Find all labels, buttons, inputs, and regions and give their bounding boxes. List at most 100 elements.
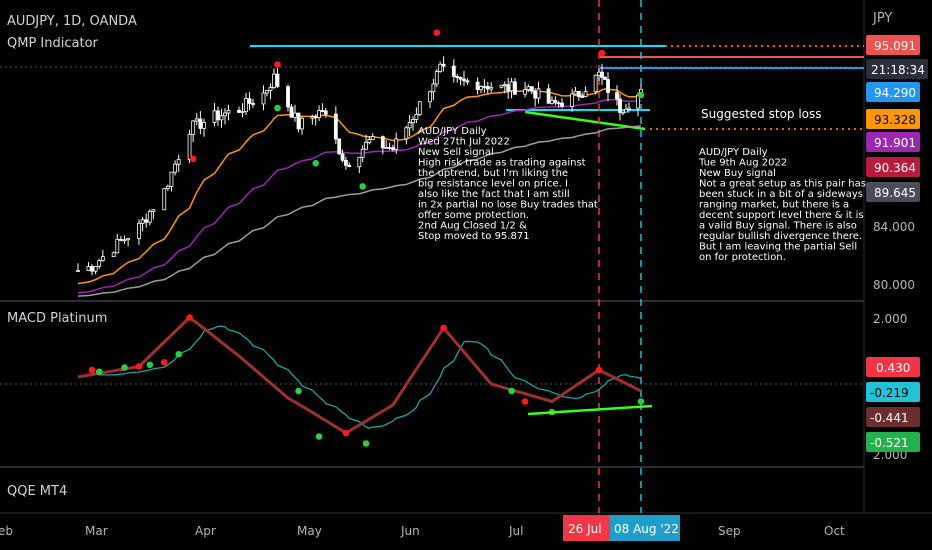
macd-sell-dot[interactable]: [135, 363, 143, 370]
candle-body: [310, 116, 315, 119]
candle-body: [357, 156, 362, 168]
note-line: High risk trade as trading against: [418, 158, 586, 169]
candle-body: [122, 239, 127, 242]
price-divergence-trendline[interactable]: [524, 110, 646, 131]
macd-buy-dot[interactable]: [146, 361, 154, 369]
ma-slow-line[interactable]: [77, 124, 642, 297]
price-tag: [866, 35, 920, 55]
candle-body: [333, 113, 338, 140]
candle-body: [458, 77, 463, 80]
candle-body: [97, 260, 102, 267]
macd-tag: [866, 357, 920, 377]
candle-body: [431, 83, 436, 93]
macd-sell-dot[interactable]: [440, 324, 447, 332]
price-tag: [866, 109, 920, 129]
candle-body: [414, 114, 419, 120]
candle-body: [570, 93, 575, 107]
buy-signal-dot[interactable]: [637, 91, 645, 99]
price-tag-text: 89.645: [874, 186, 916, 200]
symbol-title[interactable]: AUDJPY, 1D, OANDA: [7, 14, 137, 29]
candle-body: [428, 91, 432, 103]
candle-body: [202, 122, 206, 129]
macd-sell-dot[interactable]: [342, 429, 350, 437]
macd-divergence-trendline[interactable]: [527, 404, 653, 416]
macd-sell-dot[interactable]: [521, 398, 529, 405]
time-tag-text: 08 Aug '22: [614, 522, 679, 536]
candle-body: [465, 80, 470, 83]
buy-signal-dot[interactable]: [312, 159, 320, 167]
macd-sell-dot[interactable]: [88, 366, 96, 374]
sell-signal-dot[interactable]: [189, 155, 197, 163]
candle-body: [624, 109, 628, 113]
sell-signal-dot[interactable]: [433, 29, 441, 36]
candle-body: [115, 239, 120, 254]
ma-mid-line[interactable]: [77, 99, 642, 294]
macd-buy-dot[interactable]: [362, 440, 370, 447]
macd-buy-dot[interactable]: [508, 387, 515, 395]
candle-body: [126, 238, 131, 241]
note-line: AUD/JPY Daily: [699, 147, 768, 158]
candle-body: [173, 163, 177, 173]
candle-body: [261, 92, 266, 105]
macd-axis-label: 2.000: [873, 312, 907, 326]
sell-trade-note: AUD/JPY Daily Wed 27th Jul 2022 New Sell s…: [418, 126, 598, 242]
qqe-title[interactable]: QQE MT4: [7, 484, 67, 499]
time-tag: [563, 515, 610, 541]
candle-body: [621, 111, 625, 114]
price-tag: [866, 132, 920, 152]
candle-body: [360, 148, 365, 158]
candle-body: [286, 86, 290, 108]
candle-body: [370, 136, 375, 140]
time-tag: [610, 515, 680, 541]
sell-signal-dot[interactable]: [598, 49, 606, 57]
candle-body: [606, 79, 610, 93]
candle-body: [265, 90, 269, 94]
candle-body: [140, 219, 145, 224]
note-line: New Sell signal: [418, 147, 494, 158]
candle-body: [580, 96, 585, 98]
macd-line[interactable]: [77, 315, 642, 435]
note-line: decent support level there & it is: [699, 210, 864, 221]
macd-buy-dot[interactable]: [175, 350, 183, 358]
macd-buy-dot[interactable]: [315, 433, 323, 440]
stop-loss-note: Suggested stop loss: [701, 107, 822, 121]
candle-body: [76, 270, 80, 273]
candle-body: [407, 122, 412, 129]
macd-buy-dot[interactable]: [95, 368, 103, 376]
candle-body: [247, 98, 252, 104]
indicator-title[interactable]: QMP Indicator: [7, 36, 99, 51]
time-tag-text: 26 Jul: [568, 522, 602, 536]
macd-tags: 0.430 -0.219 -0.441 -0.521: [866, 357, 920, 452]
time-axis-label: Sep: [718, 524, 741, 538]
macd-buy-dot[interactable]: [637, 398, 645, 405]
candle-body: [240, 111, 245, 113]
macd-title[interactable]: MACD Platinum: [7, 311, 107, 326]
macd-sell-dot[interactable]: [186, 314, 193, 321]
price-tag-text: 95.091: [874, 39, 916, 53]
candle-body: [226, 110, 231, 114]
buy-signal-dot[interactable]: [274, 104, 281, 112]
macd-sell-dot[interactable]: [595, 366, 603, 374]
price-axis-label: 80.000: [873, 278, 915, 292]
sell-signal-dot[interactable]: [274, 61, 281, 68]
candle-body: [198, 118, 203, 129]
buy-signal-dot[interactable]: [359, 183, 366, 190]
macd-buy-dot[interactable]: [295, 387, 302, 395]
candle-body: [380, 136, 385, 149]
candle-body: [499, 84, 504, 88]
price-tag: [866, 157, 920, 177]
macd-buy-dot[interactable]: [121, 364, 128, 371]
candle-body: [300, 117, 304, 130]
candle-body: [144, 219, 149, 223]
candle-body: [289, 106, 294, 118]
candle-body: [536, 88, 541, 99]
macd-sell-dot[interactable]: [160, 359, 168, 366]
candle-body: [526, 86, 531, 91]
candle-body: [216, 110, 220, 121]
macd-lines: [77, 314, 645, 447]
candle-body: [603, 77, 607, 80]
ma-fast-line[interactable]: [77, 88, 642, 285]
note-line: the uptrend, but I'm liking the: [418, 168, 568, 179]
candle-body: [169, 171, 174, 187]
